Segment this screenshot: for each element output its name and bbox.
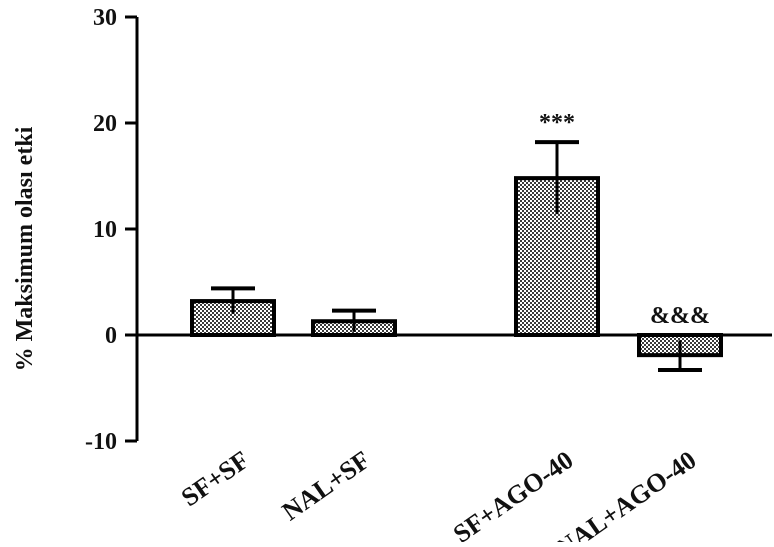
y-tick-label-4: 20 (93, 111, 117, 137)
annotation-4: &&& (650, 303, 710, 329)
y-tick-label-3: 10 (93, 217, 117, 243)
axes-layer (125, 15, 772, 443)
y-tick-label-1: -10 (85, 429, 117, 455)
category-label-3: SF+AGO-40 (448, 445, 579, 542)
category-label-4: NAL+AGO-40 (551, 445, 702, 542)
bars-layer (190, 140, 723, 372)
category-label-2: NAL+SF (277, 445, 376, 526)
category-label-1: SF+SF (176, 445, 254, 512)
annotation-3: *** (539, 110, 575, 136)
labels-layer: SF+SF NAL+SF *** SF+AGO-40 &&& NAL+AGO-40 -10 0… (12, 5, 710, 547)
y-tick-label-2: 0 (105, 323, 117, 349)
y-axis-title: % Maksimum olası etki (12, 126, 38, 371)
y-tick-label-5: 30 (93, 5, 117, 31)
